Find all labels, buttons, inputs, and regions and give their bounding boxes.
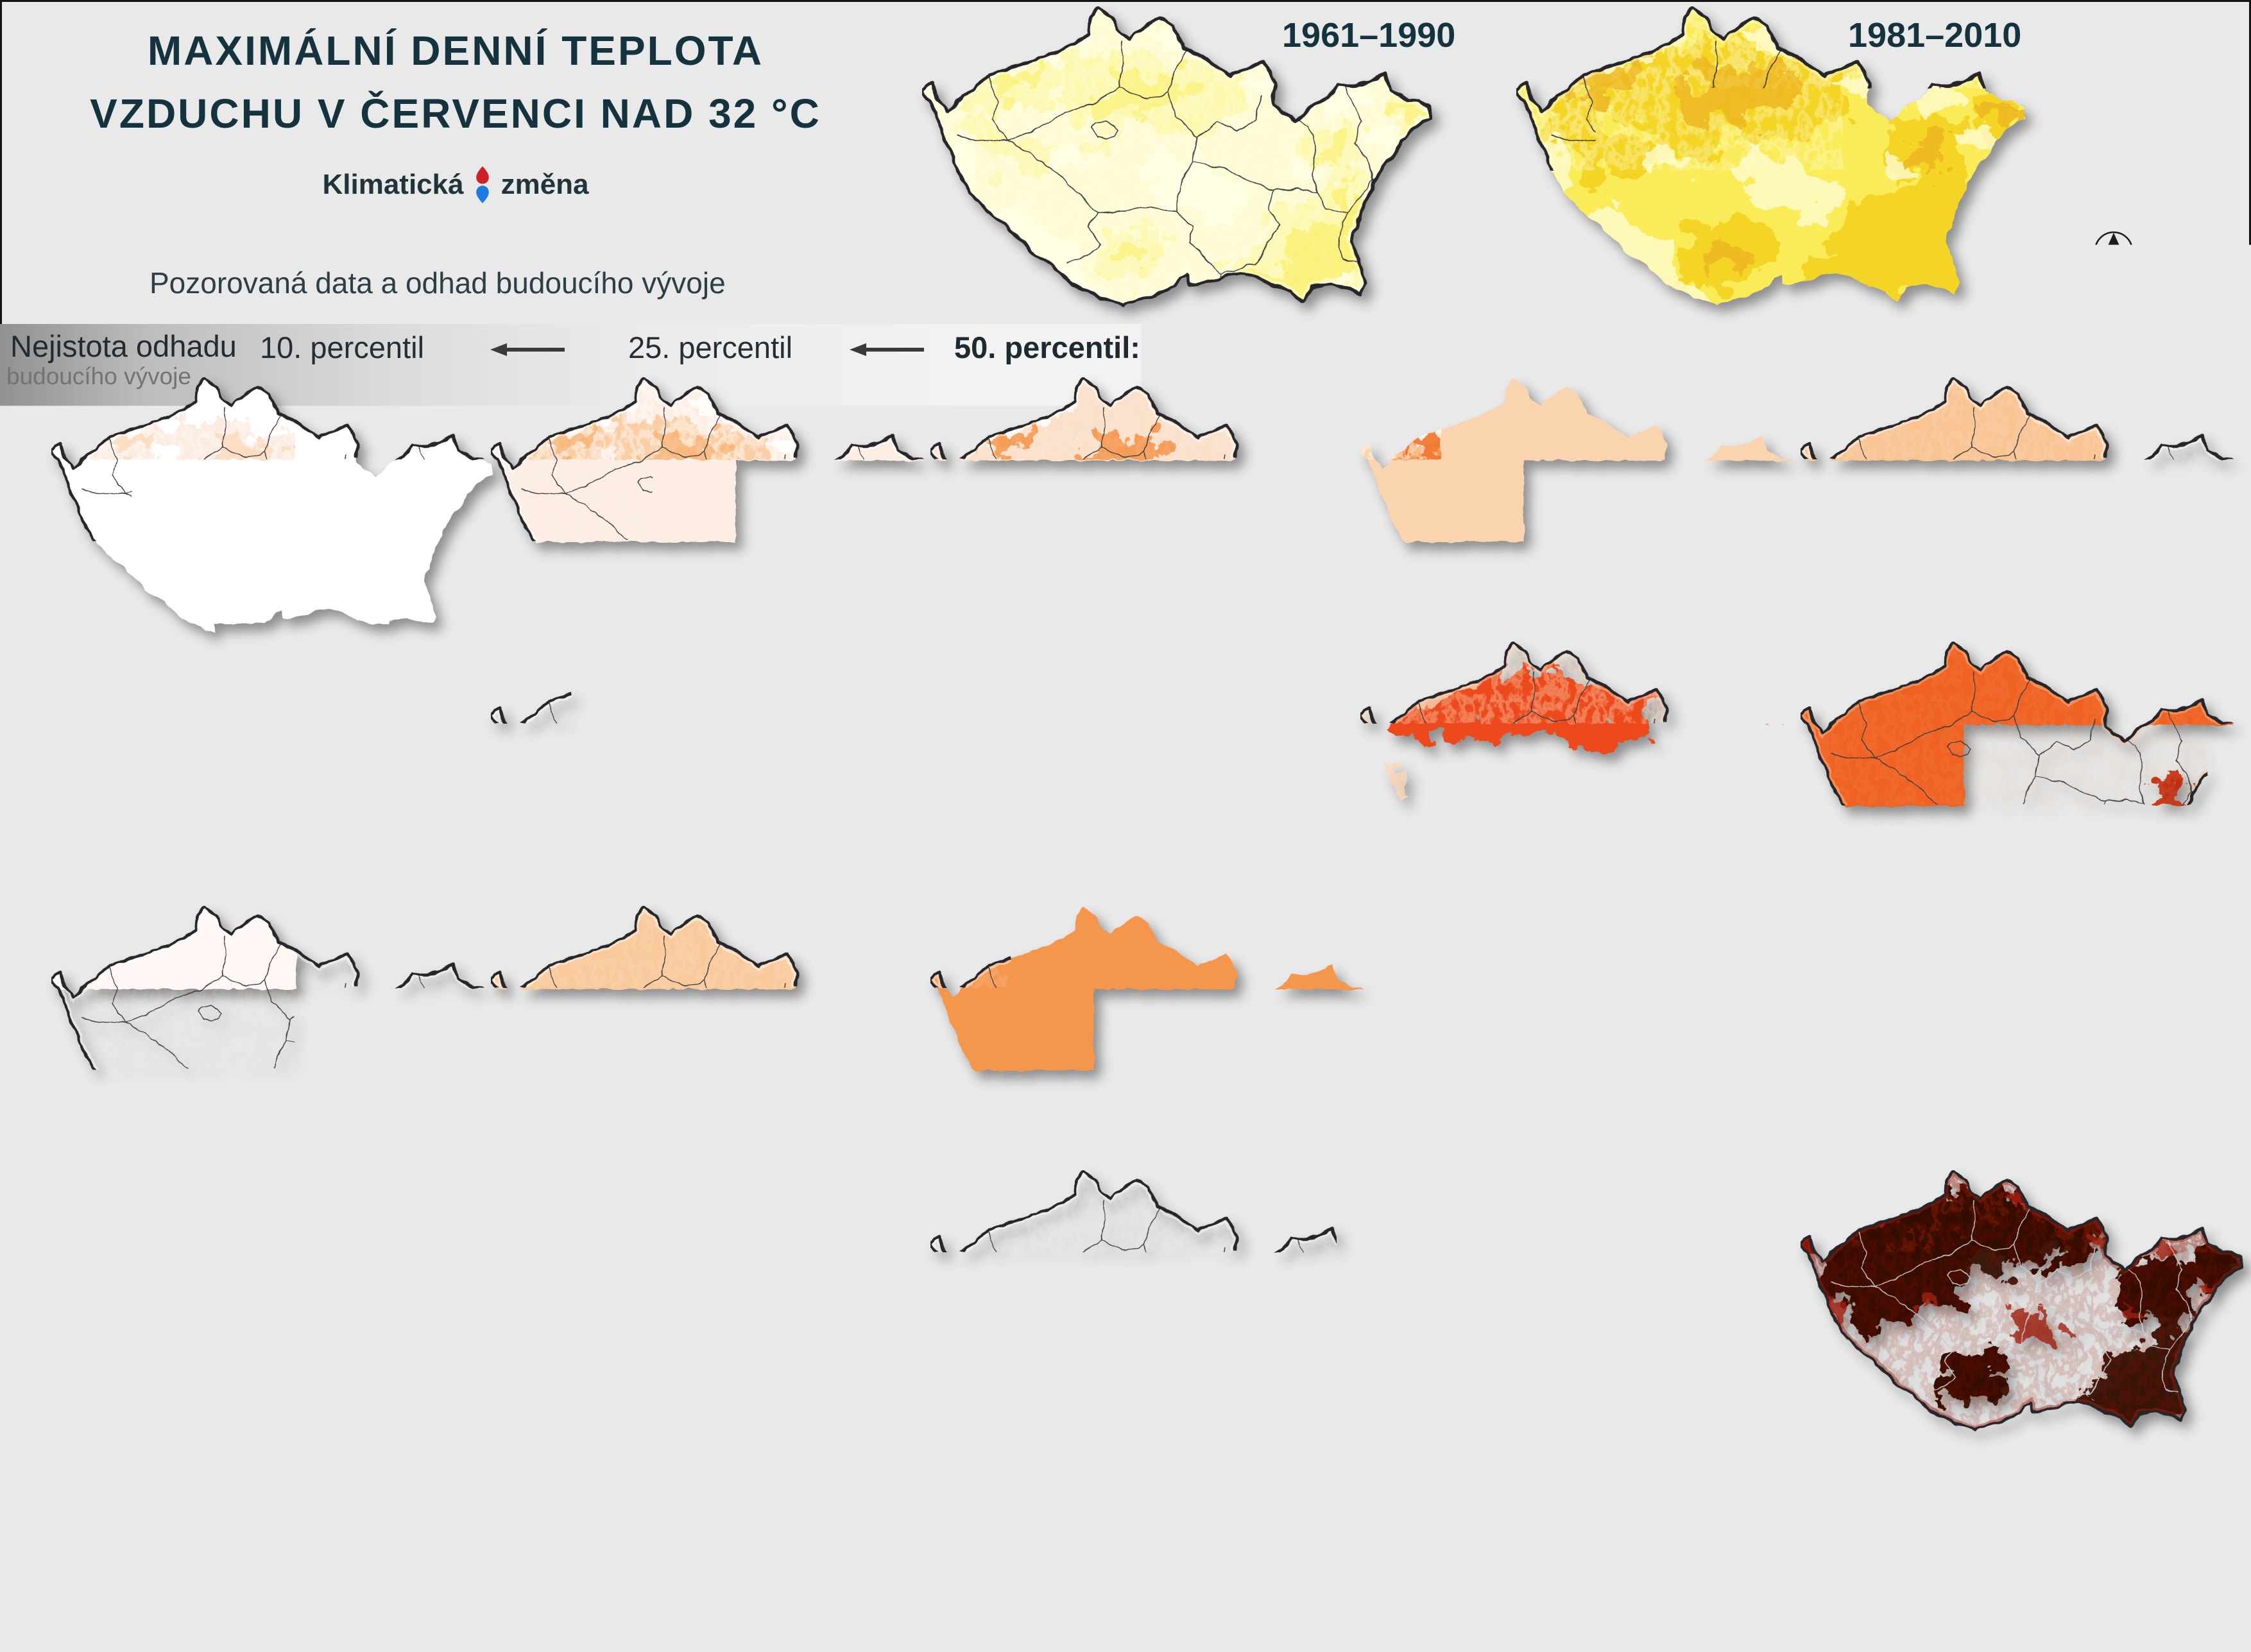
svg-text:CzechGlobe: CzechGlobe (2025, 1486, 2218, 1524)
svg-text:Ústav výzkumu globální změny A: Ústav výzkumu globální změny AV ČR, v. v… (2033, 1540, 2238, 1552)
